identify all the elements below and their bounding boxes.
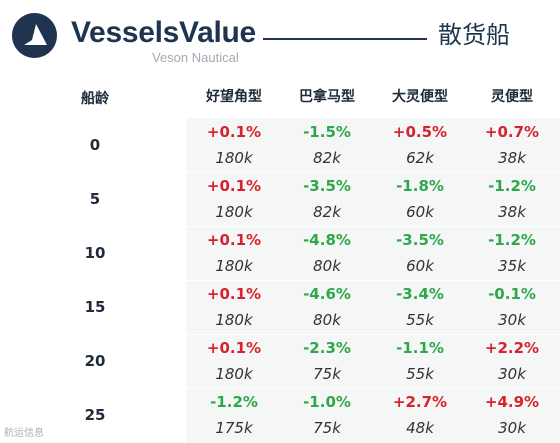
- category-title: 散货船: [438, 21, 510, 49]
- vessel-value: 180k: [215, 257, 253, 275]
- vessel-value: 82k: [313, 149, 341, 167]
- age-label: 20: [84, 352, 106, 370]
- price-change: +0.1%: [206, 285, 262, 303]
- vesselsvalue-logo-icon: [12, 13, 57, 58]
- price-change: +0.1%: [206, 177, 262, 195]
- row-divider: [186, 226, 560, 227]
- price-change: +0.7%: [484, 123, 540, 141]
- vessel-value: 30k: [498, 365, 526, 383]
- price-change: +0.1%: [206, 123, 262, 141]
- row-divider: [186, 172, 560, 173]
- vessel-value: 180k: [215, 311, 253, 329]
- price-change: -3.4%: [396, 285, 444, 303]
- price-change: -1.0%: [303, 393, 351, 411]
- vessel-value: 38k: [498, 149, 526, 167]
- vessel-value: 175k: [215, 419, 253, 437]
- price-change: -3.5%: [303, 177, 351, 195]
- price-change: -4.6%: [303, 285, 351, 303]
- vessel-value: 80k: [313, 311, 341, 329]
- price-change: -0.1%: [488, 285, 536, 303]
- age-column-header: 船龄: [81, 91, 109, 107]
- vessel-value: 55k: [406, 311, 434, 329]
- vessel-value: 38k: [498, 203, 526, 221]
- price-change: -1.5%: [303, 123, 351, 141]
- vessel-value: 180k: [215, 203, 253, 221]
- price-change: +2.2%: [484, 339, 540, 357]
- price-change: -1.2%: [488, 177, 536, 195]
- price-change: -4.8%: [303, 231, 351, 249]
- price-change: +4.9%: [484, 393, 540, 411]
- price-change: +0.1%: [206, 231, 262, 249]
- price-change: -3.5%: [396, 231, 444, 249]
- header: VesselsValue Veson Nautical 散货船: [0, 0, 560, 78]
- vessel-value: 180k: [215, 365, 253, 383]
- price-change: +0.1%: [206, 339, 262, 357]
- row-divider: [186, 280, 560, 281]
- brand-tagline: Veson Nautical: [152, 50, 239, 65]
- column-header-panamax: 巴拿马型: [299, 89, 355, 105]
- vessel-value: 48k: [406, 419, 434, 437]
- column-header-handysize: 灵便型: [491, 89, 533, 105]
- row-divider: [186, 388, 560, 389]
- price-change: -1.2%: [210, 393, 258, 411]
- vessel-value: 80k: [313, 257, 341, 275]
- price-change: -1.8%: [396, 177, 444, 195]
- age-label: 25: [84, 406, 106, 424]
- price-change: -2.3%: [303, 339, 351, 357]
- header-divider: [263, 38, 427, 40]
- vessel-value: 55k: [406, 365, 434, 383]
- column-header-supramax: 大灵便型: [392, 89, 448, 105]
- price-change: +2.7%: [392, 393, 448, 411]
- price-change: -1.1%: [396, 339, 444, 357]
- column-header-capesize: 好望角型: [206, 89, 262, 105]
- vessel-value: 60k: [406, 257, 434, 275]
- age-label: 10: [84, 244, 106, 262]
- age-label: 15: [84, 298, 106, 316]
- vessel-value: 30k: [498, 311, 526, 329]
- brand-name: VesselsValue: [71, 16, 256, 49]
- vessel-value: 35k: [498, 257, 526, 275]
- price-change: -1.2%: [488, 231, 536, 249]
- vessel-value: 75k: [313, 365, 341, 383]
- vessel-value: 180k: [215, 149, 253, 167]
- vessel-value: 82k: [313, 203, 341, 221]
- vessel-value: 60k: [406, 203, 434, 221]
- vessel-value: 62k: [406, 149, 434, 167]
- price-change: +0.5%: [392, 123, 448, 141]
- vessel-value: 75k: [313, 419, 341, 437]
- row-divider: [186, 334, 560, 335]
- age-label: 5: [89, 190, 101, 208]
- watermark: 航运信息: [4, 428, 44, 439]
- vessel-value: 30k: [498, 419, 526, 437]
- age-label: 0: [89, 136, 101, 154]
